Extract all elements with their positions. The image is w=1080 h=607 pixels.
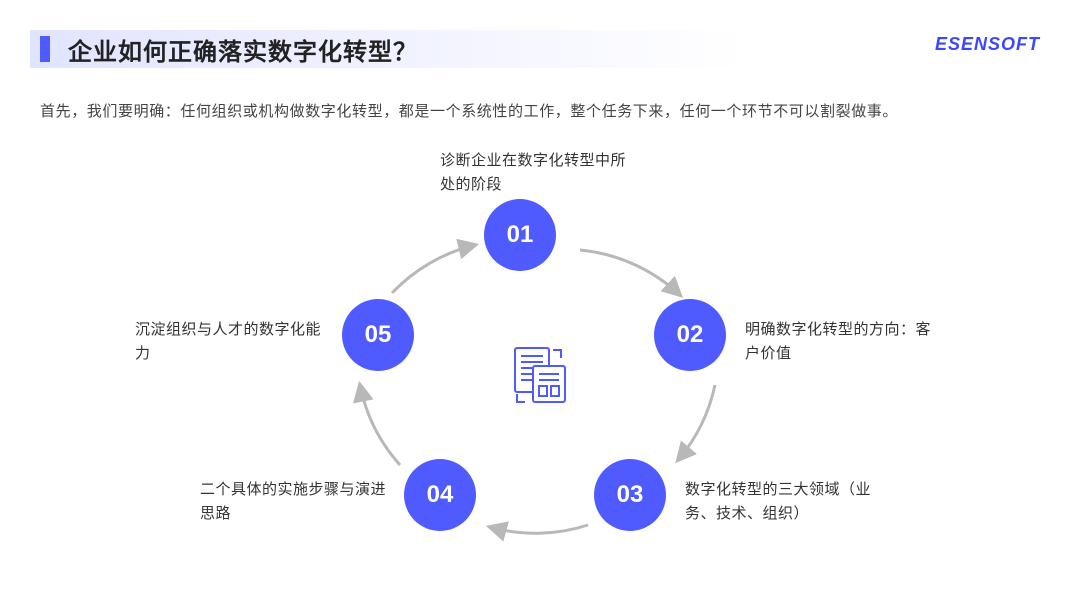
cycle-node-04: 04	[404, 459, 476, 531]
cycle-arrow	[678, 385, 715, 460]
cycle-arrow	[490, 525, 588, 533]
subtitle-text: 首先，我们要明确：任何组织或机构做数字化转型，都是一个系统性的工作，整个任务下来…	[40, 100, 1040, 121]
title-bar: 企业如何正确落实数字化转型？	[0, 30, 1080, 68]
cycle-node-label-02: 明确数字化转型的方向：客户价值	[745, 318, 945, 366]
cycle-node-label-01: 诊断企业在数字化转型中所处的阶段	[440, 149, 640, 197]
cycle-arrow	[360, 385, 400, 465]
cycle-arrow	[580, 250, 680, 295]
cycle-node-03: 03	[594, 459, 666, 531]
cycle-arrow	[392, 245, 475, 293]
title-accent-bar	[40, 36, 50, 62]
cycle-node-label-05: 沉淀组织与人才的数字化能力	[135, 318, 335, 366]
cycle-diagram: 01诊断企业在数字化转型中所处的阶段 02 明确数字化转型的方向：客户价值 03 数字化…	[0, 145, 1080, 590]
cycle-node-01: 01	[484, 199, 556, 271]
brand-logo-text: ESENSOFT	[935, 34, 1040, 55]
page-title: 企业如何正确落实数字化转型？	[68, 32, 418, 67]
cycle-node-05: 05	[342, 299, 414, 371]
cycle-node-label-03: 数字化转型的三大领域（业务、技术、组织）	[685, 478, 885, 526]
center-document-icon	[505, 340, 575, 410]
cycle-node-label-04: 二个具体的实施步骤与演进思路	[200, 478, 400, 526]
cycle-node-02: 02	[654, 299, 726, 371]
slide-page: 企业如何正确落实数字化转型？ ESENSOFT 首先，我们要明确：任何组织或机构…	[0, 0, 1080, 607]
